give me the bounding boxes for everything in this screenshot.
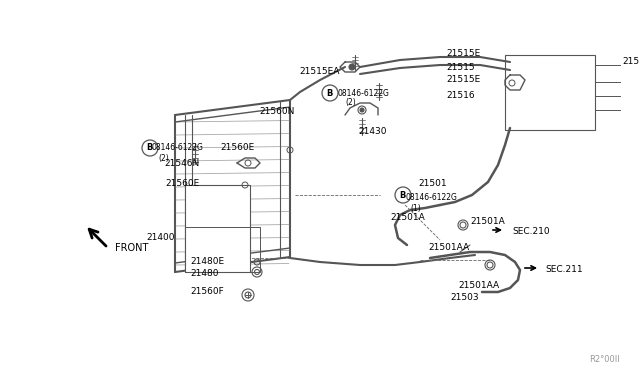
Text: 21480: 21480: [190, 269, 218, 278]
Text: 21501: 21501: [418, 179, 447, 187]
Circle shape: [360, 108, 364, 112]
Text: 21501A: 21501A: [470, 218, 505, 227]
Text: FRONT: FRONT: [115, 243, 148, 253]
Bar: [185, 185, 250, 272]
Text: SEC.211: SEC.211: [545, 266, 582, 275]
Text: 21560E: 21560E: [166, 179, 200, 187]
Text: SEC.210: SEC.210: [512, 228, 550, 237]
Text: 21480E: 21480E: [190, 257, 224, 266]
Text: 21515EA: 21515EA: [300, 67, 340, 77]
Text: 21546N: 21546N: [164, 158, 200, 167]
Text: 21560N: 21560N: [260, 108, 295, 116]
Text: 08146-6122G: 08146-6122G: [152, 144, 204, 153]
Circle shape: [349, 64, 355, 70]
Text: (2): (2): [158, 154, 169, 163]
Text: 21501AA: 21501AA: [428, 244, 469, 253]
Text: B: B: [146, 144, 152, 153]
Text: 21560E: 21560E: [221, 144, 255, 153]
Text: 21516: 21516: [446, 90, 475, 99]
Text: 21400: 21400: [147, 234, 175, 243]
Text: (1): (1): [410, 203, 420, 212]
Text: 08146-6122G: 08146-6122G: [338, 89, 390, 97]
Text: 21510: 21510: [622, 58, 640, 67]
Text: 21501AA: 21501AA: [458, 280, 499, 289]
Text: B: B: [326, 89, 332, 97]
Text: 08146-6122G: 08146-6122G: [405, 193, 457, 202]
Text: (2): (2): [345, 99, 356, 108]
Text: 21501A: 21501A: [390, 214, 425, 222]
Text: R2°00II: R2°00II: [589, 356, 620, 365]
Text: B: B: [399, 190, 405, 199]
Text: 21515E: 21515E: [446, 76, 480, 84]
Text: 21515E: 21515E: [446, 48, 480, 58]
Text: 21515: 21515: [446, 62, 475, 71]
Text: 21503: 21503: [450, 294, 479, 302]
Text: 21430: 21430: [358, 128, 387, 137]
Bar: [505, 55, 595, 130]
Bar: [185, 227, 260, 272]
Text: 21560F: 21560F: [190, 288, 224, 296]
